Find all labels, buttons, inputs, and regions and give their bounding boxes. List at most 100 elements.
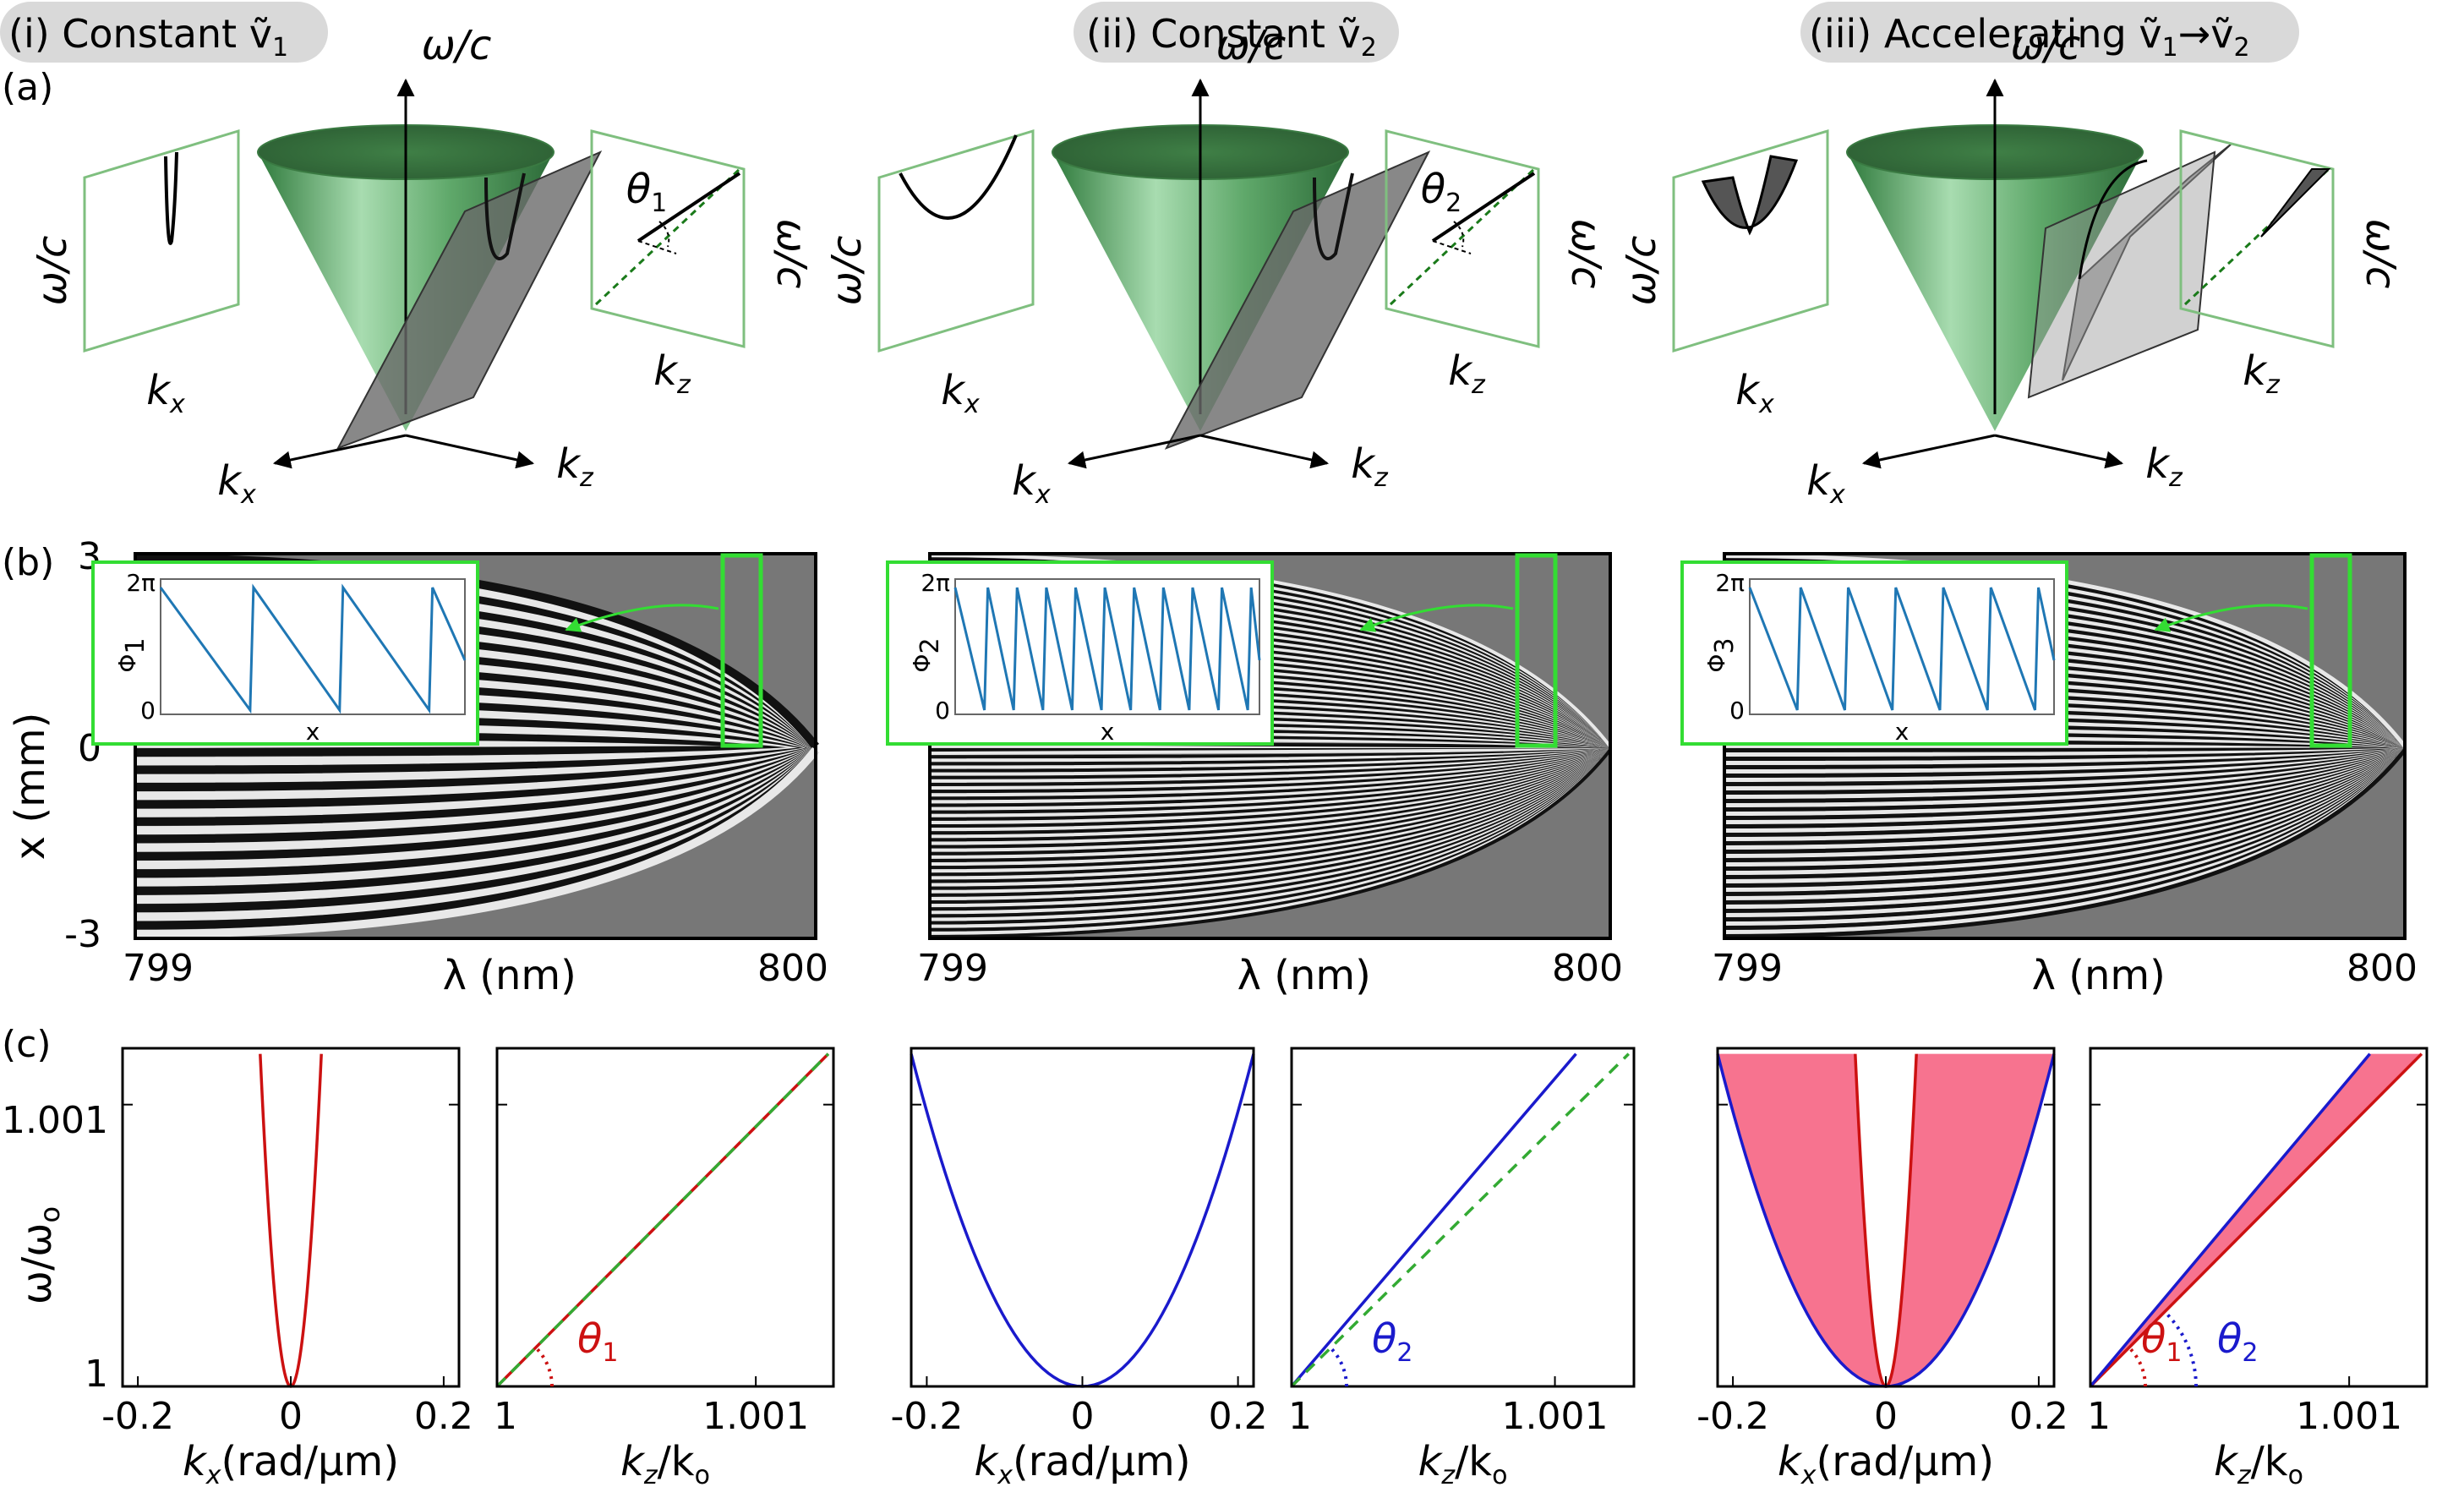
phase-map-frame [134,552,817,940]
x-axis-label: kx(rad/μm) [183,1438,399,1490]
kz-axis-label: kz [556,440,594,493]
theta-arc [2165,1312,2198,1387]
side-left-xlabel: kx [1735,367,1774,419]
x-tick-label: -0.2 [890,1395,963,1438]
title-pill-3 [1800,2,2299,63]
highlight-arrow [565,604,719,632]
kx-axis-label: kx [1806,457,1845,510]
spectral-plane-2 [2027,150,2216,399]
diagram-col-3: ω/c kx ω/c kx kz ω/c kz [1618,22,2404,510]
x-tick-label: 0 [1874,1395,1898,1438]
theta-ref [637,240,677,254]
x-tick-label: 0.2 [2009,1395,2068,1438]
row-b-ylabel: x (mm) [7,713,54,861]
side-right-ylabel: ω/c [1562,219,1609,289]
theta-label: θ1 [626,166,667,218]
side-panel-right [1385,129,1540,348]
side-panel-right [2179,129,2335,348]
side-left-curve [899,134,1018,220]
phase-map-frame [1723,552,2407,940]
x-axis-label: kz/ko [1418,1438,1508,1490]
x-axis-label: kx(rad/μm) [974,1438,1190,1490]
theta-arc [1453,221,1465,248]
cone-axis-label: ω/c [1216,22,1287,69]
x-axis-label: kx(rad/μm) [1778,1438,1994,1490]
column-title-2: (ii) Constant ṽ2 [1074,2,1399,63]
dispersion-plot-5: -0.2 0 0.2 kx(rad/μm) [1696,1047,2068,1490]
x-tick-label: 0.2 [1209,1395,1268,1438]
cone-intersection [484,172,526,260]
kx-axis-arrow [272,434,407,469]
dispersion-curve-2 [2089,1052,2371,1388]
row-b-xlabel: λ (nm) [1237,952,1371,999]
side-panel-left [1672,128,1829,353]
highlight-box [1515,553,1558,748]
phase-map-2: 2π 0 x Φ2 799 800 λ (nm) [886,552,1623,999]
side-panel-left [83,128,240,353]
inset-ylabel: Φ3 [1702,637,1740,672]
theta-label: θ2 [1372,1315,1412,1368]
inset-xlabel: x [1895,718,1909,746]
theta-label: θ1 [2141,1315,2182,1368]
row-c-ytick-top: 1.001 [2,1099,108,1142]
inset-axes [160,578,466,715]
kz-axis-arrow [1994,434,2124,469]
x-tick-label: 1 [1288,1395,1312,1438]
column-title-3: (iii) Accelerating ṽ1→ṽ2 [1800,2,2299,63]
side-right-line [1431,172,1536,243]
theta-label: θ1 [577,1315,618,1368]
kx-axis-label: kx [217,457,256,510]
x-tick-label: 0.2 [414,1395,473,1438]
side-right-xlabel: kz [2243,347,2281,400]
x-tick-label: 1.001 [2296,1395,2402,1438]
phase-map-3: 2π 0 x Φ3 799 800 λ (nm) [1680,552,2418,999]
phase-band-lower [929,748,1612,938]
panel-label-b: (b) [2,541,54,584]
dispersion-curve-1 [910,1053,1255,1388]
side-left-xlabel: kx [146,367,185,419]
cone-intersection [1313,172,1354,260]
side-panel-left [877,128,1035,353]
theta-label: θ2 [2217,1315,2258,1368]
cone-axis-label: ω/c [2011,22,2081,69]
highlight-box [2309,553,2352,748]
dispersion-curve-1 [1290,1052,1577,1388]
theta-arc [658,221,670,248]
side-right-line [636,172,741,243]
panel-label-c: (c) [2,1023,52,1066]
side-left-ylabel: ω/c [1618,236,1665,306]
dispersion-curve-2 [495,1052,830,1388]
theta-label: θ2 [1421,166,1461,218]
dispersion-curve-1 [259,1053,323,1388]
theta-arc [535,1347,554,1387]
theta-arc [1330,1347,1348,1387]
side-left-curve [164,151,178,245]
plot-frame [1290,1047,1636,1388]
inset-axes [954,578,1260,715]
theta-ref [1432,240,1472,254]
light-line-dashed [594,167,741,306]
dispersion-curve-1 [2089,1052,2423,1388]
row-c-ylabel: ω/ωo [14,1206,66,1304]
panel-label-a: (a) [2,66,53,109]
inset-axes [1749,578,2055,715]
x-tick-label: 0 [279,1395,303,1438]
kz-axis-arrow [405,434,535,469]
row-b-xlabel: λ (nm) [2032,952,2166,999]
side-panel-right [590,129,746,348]
x-tick-label: 1.001 [1502,1395,1609,1438]
cone-intersection-1 [2078,159,2148,280]
inset-xlabel: x [306,718,320,746]
phase-map-1: 2π 0 x Φ1 799 800 λ (nm) [91,552,828,999]
phase-band-upper [929,554,1612,748]
plot-frame [121,1047,461,1388]
row-a-diagrams: (i) Constant ṽ1 (ii) Constant ṽ2 (iii) A… [0,2,2404,510]
spectral-plane [336,150,603,450]
title-pill-1 [0,2,328,63]
side-left-ylabel: ω/c [29,236,76,306]
title-1-text: (i) Constant ṽ1 [8,11,288,63]
highlight-box [720,553,763,748]
